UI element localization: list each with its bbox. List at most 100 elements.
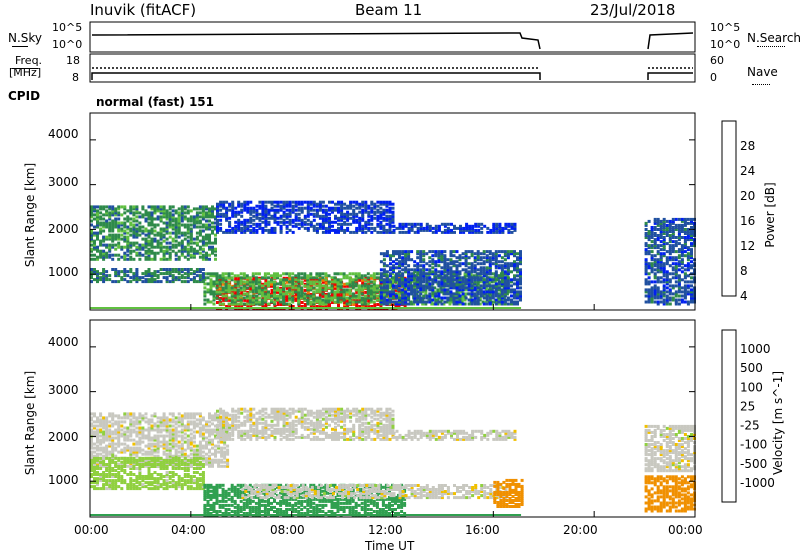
heatmap-cell-power-1 (267, 272, 270, 276)
heatmap-cell-power-7 (674, 223, 678, 227)
heatmap-cell-power-7 (665, 228, 669, 231)
heatmap-cell-power-2 (177, 231, 181, 235)
heatmap-cell-power-7 (662, 252, 666, 256)
heatmap-cell-power-6 (379, 280, 383, 284)
heatmap-cell-power-6 (428, 294, 432, 298)
heatmap-cell-power-6 (410, 284, 414, 288)
heatmap-cell-power-1 (330, 288, 334, 292)
heatmap-cell-power-7 (662, 217, 666, 221)
heatmap-cell-power-6 (401, 260, 405, 264)
heatmap-cell-power-3 (144, 270, 148, 274)
heatmap-cell-power-1 (415, 292, 419, 296)
heatmap-cell-power-4 (370, 230, 374, 234)
heatmap-cell-power-7 (662, 270, 666, 274)
heatmap-cell-power-5 (425, 222, 429, 226)
heatmap-cell-power-1 (285, 272, 289, 276)
heatmap-cell-power-2 (111, 207, 115, 211)
heatmap-cell-power-5 (459, 226, 462, 230)
heatmap-cell-power-6 (516, 286, 519, 290)
heatmap-cell-power-6 (440, 290, 444, 294)
heatmap-cell-power-0 (379, 282, 383, 286)
heatmap-cell-power-4 (312, 226, 316, 230)
heatmap-cell-power-6 (519, 252, 522, 256)
heatmap-cell-velocity-0 (141, 452, 145, 456)
heatmap-cell-power-6 (452, 270, 456, 274)
heatmap-cell-velocity-0 (144, 416, 148, 420)
heatmap-cell-power-1 (397, 294, 400, 298)
heatmap-cell-power-4 (288, 204, 292, 208)
heatmap-cell-power-2 (108, 205, 112, 209)
heatmap-cell-power-1 (267, 276, 270, 280)
heatmap-cell-power-4 (264, 222, 268, 226)
heatmap-cell-power-1 (248, 282, 252, 286)
heatmap-cell-velocity-0 (105, 416, 109, 420)
heatmap-cell-power-1 (209, 278, 213, 282)
heatmap-cell-power-2 (114, 213, 118, 217)
heatmap-cell-power-6 (398, 252, 401, 256)
heatmap-cell-power-3 (153, 272, 157, 276)
heatmap-cell-power-0 (222, 292, 226, 296)
heatmap-cell-velocity-0 (114, 428, 118, 432)
heatmap-cell-power-4 (240, 210, 244, 214)
heatmap-cell-power-4 (279, 204, 283, 208)
heatmap-cell-power-2 (99, 223, 103, 227)
heatmap-cell-power-2 (90, 207, 93, 211)
heatmap-cell-power-1 (345, 288, 349, 292)
heatmap-cell-power-2 (120, 247, 124, 251)
heatmap-cell-velocity-0 (117, 436, 121, 440)
heatmap-cell-power-2 (129, 243, 133, 247)
heatmap-cell-power-3 (129, 280, 133, 284)
heatmap-cell-power-6 (382, 302, 386, 306)
heatmap-cell-velocity-0 (138, 430, 142, 434)
heatmap-cell-power-1 (288, 288, 292, 292)
heatmap-cell-power-4 (337, 230, 340, 234)
heatmap-cell-power-2 (150, 245, 154, 249)
heatmap-cell-power-0 (294, 284, 298, 288)
heatmap-cell-power-6 (510, 284, 513, 288)
heatmap-cell-power-6 (519, 268, 522, 272)
heatmap-cell-power-3 (135, 272, 139, 276)
heatmap-cell-power-1 (487, 282, 491, 286)
heatmap-cell-power-7 (668, 298, 672, 302)
heatmap-cell-power-3 (129, 268, 133, 271)
heatmap-cell-power-6 (494, 284, 498, 288)
heatmap-cell-power-4 (279, 208, 283, 212)
heatmap-cell-power-1 (276, 298, 279, 302)
heatmap-cell-power-7 (653, 238, 657, 242)
heatmap-cell-power-1 (318, 288, 322, 292)
heatmap-cell-power-2 (144, 257, 148, 261)
heatmap-cell-power-4 (297, 226, 301, 230)
heatmap-cell-power-3 (114, 270, 118, 274)
heatmap-cell-power-6 (470, 264, 474, 268)
heatmap-cell-velocity-0 (138, 422, 142, 426)
heatmap-cell-power-6 (455, 256, 459, 260)
heatmap-cell-power-7 (656, 280, 660, 284)
heatmap-cell-power-2 (153, 255, 157, 259)
heatmap-cell-power-5 (459, 230, 462, 234)
heatmap-cell-power-6 (500, 288, 504, 292)
heatmap-cell-power-1 (457, 274, 461, 278)
heatmap-cell-power-6 (443, 274, 447, 278)
heatmap-cell-power-2 (90, 213, 93, 217)
heatmap-cell-power-6 (422, 270, 426, 274)
heatmap-cell-power-2 (120, 229, 124, 233)
heatmap-cell-power-4 (243, 202, 247, 206)
heatmap-cell-power-4 (273, 200, 277, 204)
heatmap-cell-power-2 (177, 217, 181, 221)
heatmap-cell-power-2 (186, 211, 190, 215)
heatmap-cell-power-1 (469, 274, 473, 278)
heatmap-cell-power-6 (404, 292, 408, 296)
heatmap-cell-power-3 (132, 276, 136, 280)
heatmap-cell-power-2 (129, 209, 133, 213)
heatmap-cell-power-6 (422, 260, 426, 264)
heatmap-cell-power-1 (375, 272, 379, 276)
heatmap-cell-power-6 (407, 284, 411, 288)
heatmap-cell-power-6 (467, 276, 471, 280)
heatmap-cell-power-4 (358, 202, 362, 206)
heatmap-cell-power-4 (379, 226, 383, 230)
xtick-2: 08:00 (270, 523, 305, 537)
heatmap-cell-power-1 (309, 282, 313, 286)
heatmap-cell-power-6 (494, 252, 498, 256)
heatmap-cell-power-1 (224, 282, 228, 286)
